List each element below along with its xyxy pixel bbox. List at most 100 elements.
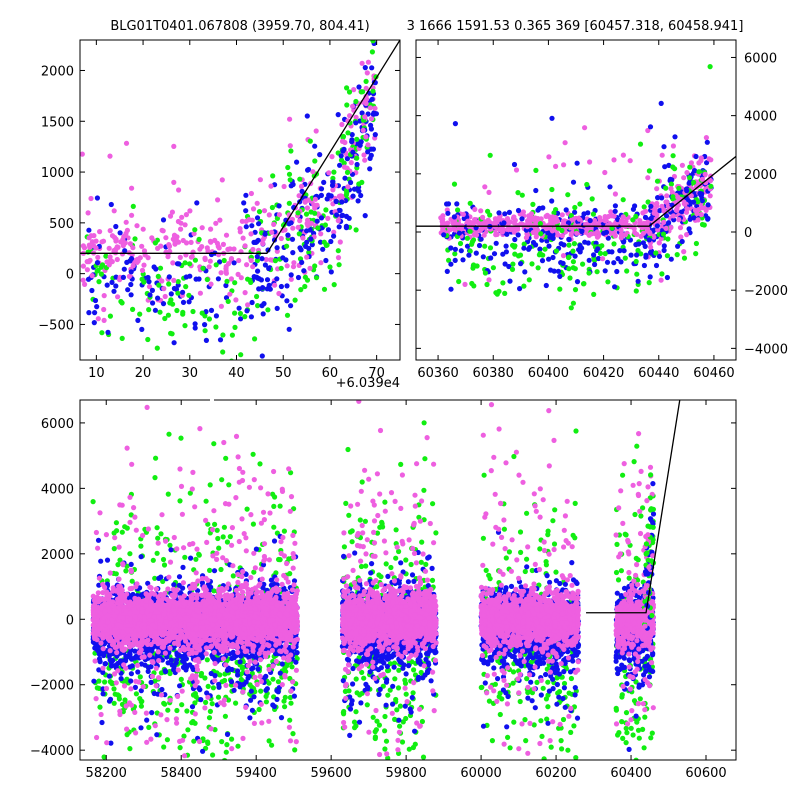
data-point [91,499,96,504]
data-point [661,207,666,212]
data-point [200,266,205,271]
data-point [516,208,521,213]
data-point [87,235,92,240]
data-point [171,180,176,185]
data-point [482,244,487,249]
data-point [362,114,367,119]
data-point [557,274,562,279]
data-point [122,267,127,272]
data-point [149,235,154,240]
data-point [553,215,558,220]
x-tick-label: 20 [135,366,152,381]
data-point [356,198,361,203]
data-point [703,172,708,177]
data-point [244,224,249,229]
data-point [255,269,260,274]
data-point [370,49,375,54]
data-point [107,154,112,159]
data-point [566,266,571,271]
data-point [296,275,301,280]
data-point [169,291,174,296]
data-point [272,283,277,288]
data-point [289,272,294,277]
data-point [497,694,502,699]
data-point [95,195,100,200]
y-tick-label: 2000 [41,64,74,79]
data-point [650,731,655,736]
data-point [382,746,387,751]
data-point [91,243,96,248]
data-point [641,231,646,236]
data-point [487,212,492,217]
data-point [220,349,225,354]
data-point [605,260,610,265]
data-point [614,269,619,274]
data-point [336,255,341,260]
data-point [355,772,360,777]
data-point [573,287,578,292]
data-point [94,304,99,309]
data-point [232,311,237,316]
data-point [586,270,591,275]
data-point [216,682,221,687]
data-point [225,539,230,544]
data-point [518,550,523,555]
data-point [155,551,160,556]
data-point [135,318,140,323]
data-point [373,132,378,137]
data-point [193,321,198,326]
data-point [177,574,182,579]
data-point [693,251,698,256]
data-point [423,562,428,567]
data-point [515,227,520,232]
data-point [107,674,112,679]
data-point [675,244,680,249]
data-point [707,156,712,161]
data-point [344,192,349,197]
data-point [138,544,143,549]
data-point [179,215,184,220]
data-point [184,240,189,245]
data-point [126,762,131,767]
data-point [132,655,137,660]
data-point [198,697,203,702]
data-point [551,236,556,241]
data-point [183,284,188,289]
data-point [394,760,399,765]
data-point [642,263,647,268]
data-point [206,684,211,689]
data-point [128,241,133,246]
data-point [181,300,186,305]
data-point [603,268,608,273]
data-point [512,162,517,167]
data-point [160,364,165,369]
data-point [396,685,401,690]
data-point [282,529,287,534]
data-point [278,504,283,509]
data-point [256,667,261,672]
data-point [430,501,435,506]
data-point [339,199,344,204]
data-point [208,239,213,244]
data-point [134,223,139,228]
data-point [484,282,489,287]
data-point [364,101,369,106]
data-point [288,303,293,308]
data-point [345,156,350,161]
data-point [329,269,334,274]
data-point [642,715,647,720]
data-point [212,568,217,573]
data-point [567,275,572,280]
data-point [184,708,189,713]
data-point [354,676,359,681]
data-point [369,65,374,70]
data-point [341,709,346,714]
data-point [293,298,298,303]
data-point [108,314,113,319]
data-point [577,217,582,222]
data-point [270,173,275,178]
data-point [361,764,366,769]
data-point [484,568,489,573]
data-point [270,205,275,210]
data-point [605,279,610,284]
